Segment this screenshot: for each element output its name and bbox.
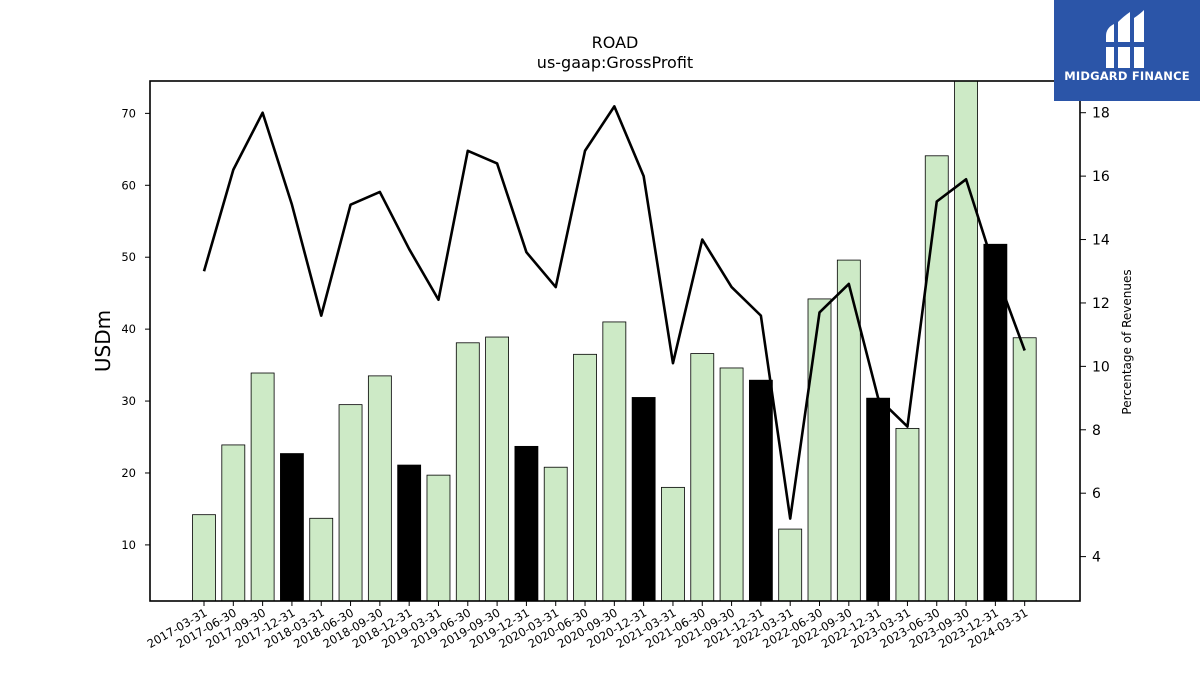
y-tick-label-40: 40 <box>121 322 136 336</box>
y-tick-label-30: 30 <box>121 394 136 408</box>
bar-2017-12-31 <box>280 453 304 602</box>
bar-2021-06-30 <box>690 353 715 602</box>
bar-2024-03-31 <box>1012 337 1037 602</box>
midgard-finance-logo: MIDGARD FINANCE <box>1054 0 1200 101</box>
bar-2018-03-31 <box>309 517 334 602</box>
bar-2021-12-31 <box>748 379 773 602</box>
bar-2017-09-30 <box>250 372 275 602</box>
chart-subtitle: us-gaap:GrossProfit <box>537 53 693 72</box>
bar-2019-09-30 <box>485 336 510 602</box>
bar-2018-09-30 <box>367 375 392 602</box>
bar-2022-12-31 <box>866 397 891 602</box>
bar-2020-06-30 <box>573 353 597 602</box>
bar-2021-09-30 <box>719 367 744 602</box>
y2-tick-label-4: 4 <box>1092 550 1101 566</box>
bar-2018-06-30 <box>338 404 363 602</box>
chart-title: ROAD <box>592 33 639 52</box>
plot-frame <box>149 80 1081 602</box>
y-tick-label-70: 70 <box>121 106 136 120</box>
bar-2017-03-31 <box>192 514 216 602</box>
bar-2023-09-30 <box>954 80 978 602</box>
bar-2017-06-30 <box>221 444 246 602</box>
bar-2019-12-31 <box>514 445 539 602</box>
y-tick-label-10: 10 <box>121 538 136 552</box>
bar-2023-12-31 <box>983 243 1008 602</box>
bar-2021-03-31 <box>661 486 685 602</box>
y2-tick-label-18: 18 <box>1092 106 1110 122</box>
y-tick-label-50: 50 <box>121 250 136 264</box>
y2-tick-label-16: 16 <box>1092 169 1110 185</box>
bar-2022-06-30 <box>807 298 832 602</box>
y2-tick-label-8: 8 <box>1092 423 1101 439</box>
y-tick-label-20: 20 <box>121 466 136 480</box>
y2-tick-label-14: 14 <box>1092 233 1110 249</box>
y2-tick-label-12: 12 <box>1092 296 1110 312</box>
bar-2022-03-31 <box>778 528 803 602</box>
y-axis-label: USDm <box>91 310 115 372</box>
bar-2019-03-31 <box>426 474 451 602</box>
midgard-logo-icon <box>1102 10 1148 68</box>
bar-2020-12-31 <box>631 397 656 602</box>
y-tick-label-60: 60 <box>121 178 136 192</box>
y2-axis-label: Percentage of Revenues <box>1120 269 1134 414</box>
y2-tick-label-6: 6 <box>1092 486 1101 502</box>
y2-tick-label-10: 10 <box>1092 359 1110 375</box>
bar-2018-12-31 <box>397 464 422 602</box>
logo-text: MIDGARD FINANCE <box>1064 69 1190 83</box>
bar-2020-03-31 <box>543 466 568 602</box>
bar-2020-09-30 <box>602 321 627 602</box>
bar-2023-06-30 <box>924 155 949 602</box>
bar-2019-06-30 <box>455 342 480 602</box>
percentage-line <box>202 105 1026 520</box>
bar-2023-03-31 <box>895 427 920 602</box>
